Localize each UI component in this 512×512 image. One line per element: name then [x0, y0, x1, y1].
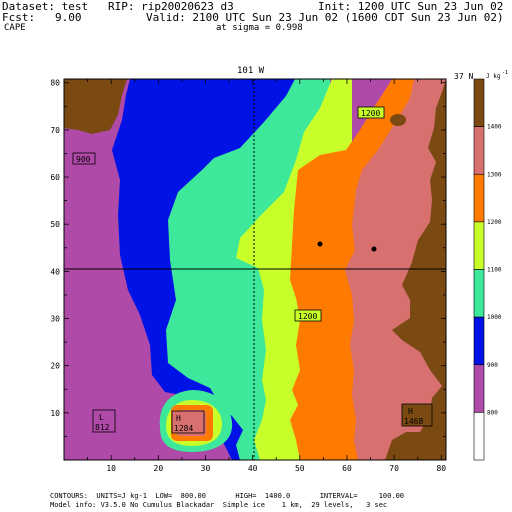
low-box	[92, 409, 116, 433]
colorbar: 1400 1300 1200 1100 1000 900 800	[473, 78, 502, 461]
contour-label-1200-mid: 1200	[298, 312, 317, 321]
high-value-2: 1468	[404, 417, 423, 426]
colorbar-label: 1400	[487, 124, 502, 131]
marker-dot	[371, 246, 377, 252]
colorbar-swatch	[473, 364, 485, 413]
y-tick-label: 50	[50, 220, 60, 229]
low-symbol: L	[99, 413, 104, 422]
fill-small-blob	[234, 403, 246, 415]
contour-label-box	[294, 309, 322, 322]
latitude-label: 37 N	[454, 72, 473, 81]
fill-island-a	[395, 183, 413, 197]
fill-island-b	[390, 114, 406, 126]
colorbar-swatch	[473, 412, 485, 461]
contour-label-box	[357, 106, 385, 119]
contour-label-900: 900	[76, 155, 91, 164]
dataset-line: Dataset: test RIP: rip20020623 d3	[2, 0, 234, 13]
high-symbol: H	[176, 414, 181, 423]
longitude-label: 101 W	[237, 66, 265, 76]
contour-label-1200-top: 1200	[361, 109, 380, 118]
y-tick-label: 20	[50, 362, 60, 371]
colorbar-swatch	[473, 173, 485, 223]
y-tick-label: 10	[50, 409, 60, 418]
x-tick-label: 50	[295, 464, 305, 473]
colorbar-label: 1200	[487, 219, 502, 226]
high-value: 1284	[174, 424, 193, 433]
x-tick-label: 20	[154, 464, 164, 473]
colorbar-swatch	[473, 221, 485, 270]
contour-label-box	[72, 152, 96, 165]
init-time: Init: 1200 UTC Sun 23 Jun 02	[318, 0, 504, 13]
contour-info: CONTOURS: UNITS=J kg-1 LOW= 800.00 HIGH=…	[50, 492, 405, 500]
colorbar-label: 900	[487, 362, 498, 369]
y-tick-label: 70	[50, 126, 60, 135]
x-tick-label: 70	[389, 464, 399, 473]
colorbar-unit-exponent: -1	[502, 70, 508, 76]
high-symbol-2: H	[408, 407, 413, 416]
colorbar-label: 1300	[487, 171, 502, 178]
high-box	[171, 410, 205, 434]
colorbar-swatch	[473, 126, 485, 175]
axis-ticks	[63, 79, 446, 461]
x-tick-label: 30	[201, 464, 211, 473]
colorbar-label: 800	[487, 409, 498, 416]
colorbar-swatch	[473, 269, 485, 318]
x-tick-label: 80	[436, 464, 446, 473]
y-tick-label: 60	[50, 173, 60, 182]
model-info: Model info: V3.5.0 No Cumulus Blackadar …	[50, 501, 388, 509]
x-tick-label: 40	[248, 464, 258, 473]
colorbar-swatch	[473, 78, 485, 127]
colorbar-label: 1100	[487, 267, 502, 274]
x-tick-label: 10	[106, 464, 116, 473]
y-tick-label: 30	[50, 315, 60, 324]
marker-dot	[317, 241, 323, 247]
colorbar-unit: J kg	[486, 73, 501, 80]
colorbar-label: 1000	[487, 314, 502, 321]
high-box	[401, 403, 433, 427]
y-tick-label: 80	[50, 79, 60, 88]
forecast-hour: Fcst: 9.00	[2, 11, 82, 24]
colorbar-swatch	[473, 316, 485, 366]
fill-1400-topleft	[64, 79, 127, 134]
sigma-level: at sigma = 0.998	[216, 23, 303, 33]
plot-frame	[63, 78, 447, 461]
axis-tick-labels: 10 20 30 40 50 60 70 80 10 20 30 40 50 60 70 80	[50, 79, 446, 473]
y-tick-label: 40	[50, 267, 60, 276]
valid-time: Valid: 2100 UTC Sun 23 Jun 02 (1600 CDT …	[146, 11, 504, 24]
x-tick-label: 60	[342, 464, 352, 473]
field-name: CAPE	[4, 23, 26, 33]
low-value: 812	[95, 423, 110, 432]
